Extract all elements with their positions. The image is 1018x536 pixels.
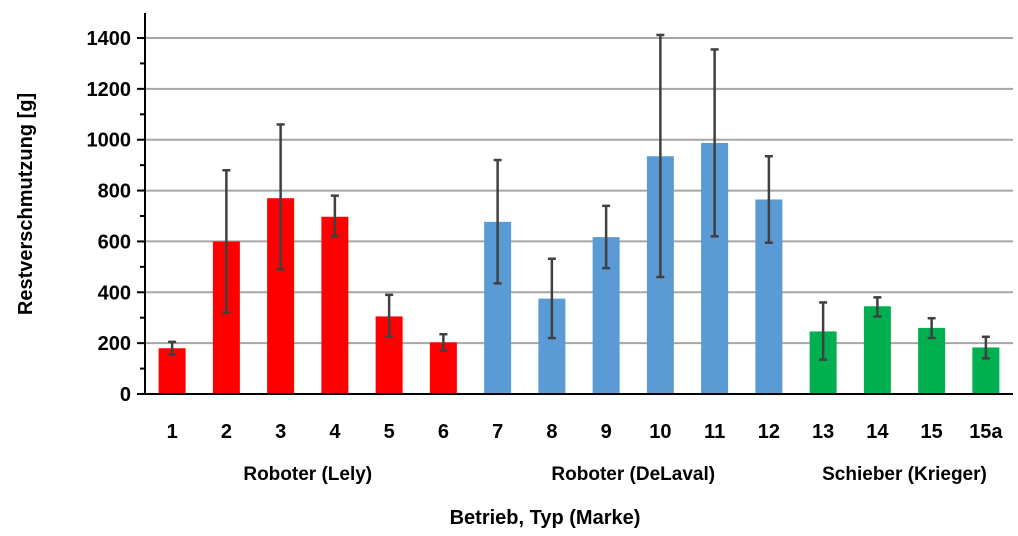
error-bars [168,33,990,361]
error-bar-2 [222,168,231,314]
y-tick-label-200: 200 [98,333,131,355]
x-tick-label-6: 6 [438,421,449,443]
x-tick-label-7: 7 [492,421,503,443]
error-bar-9 [602,204,611,270]
error-bar-11 [710,48,719,238]
group-label-2: Roboter (DeLaval) [551,464,715,485]
x-tick-label-11: 11 [704,421,725,443]
error-bar-12 [764,154,773,244]
x-tick-label-13: 13 [812,421,834,443]
y-tick-label-400: 400 [98,282,131,304]
x-tick-label-10: 10 [649,421,671,443]
axes [137,13,1013,395]
x-tick-label-1: 1 [167,421,178,443]
error-bar-15 [927,316,936,340]
y-tick-label-1200: 1200 [87,79,132,101]
y-tick-label-600: 600 [98,231,131,253]
x-tick-labels: 1 2 3 4 5 6 7 8 9 10 11 12 13 14 15 15a [167,421,1004,443]
error-bar-3 [276,123,285,271]
bar-1 [158,348,186,394]
x-tick-label-4: 4 [329,421,341,443]
x-tick-label-15: 15 [921,421,943,443]
y-tick-labels: 0 200 400 600 800 1000 1200 1400 [87,28,132,406]
x-tick-label-3: 3 [275,421,286,443]
y-tick-label-1000: 1000 [87,130,132,152]
error-bar-13 [819,301,828,361]
group-label-3: Schieber (Krieger) [822,464,987,485]
error-bar-8 [547,257,556,340]
error-bar-15a [981,335,990,360]
error-bar-6 [439,332,448,353]
x-tick-label-14: 14 [866,421,889,443]
x-tick-label-2: 2 [221,421,232,443]
group-labels: Roboter (Lely) Roboter (DeLaval) Schieber … [243,464,987,485]
group-label-1: Roboter (Lely) [243,464,372,485]
y-tick-label-800: 800 [98,181,131,203]
y-tick-label-0: 0 [120,384,131,406]
error-bar-1 [168,340,177,356]
error-bar-7 [493,158,502,285]
x-tick-label-12: 12 [758,421,780,443]
bars [158,143,1000,394]
error-bar-4 [330,194,339,238]
x-tick-label-5: 5 [384,421,395,443]
error-bar-10 [656,33,665,279]
error-bar-14 [873,296,882,318]
bar-14 [863,306,891,394]
error-bar-5 [385,293,394,339]
x-tick-label-15a: 15a [969,421,1003,443]
y-tick-label-1400: 1400 [87,28,132,50]
bar-4 [321,216,349,394]
x-tick-label-9: 9 [601,421,612,443]
y-axis-title: Restverschmutzung [g] [15,93,37,315]
x-axis-title: Betrieb, Typ (Marke) [450,507,641,529]
x-tick-label-8: 8 [546,421,557,443]
